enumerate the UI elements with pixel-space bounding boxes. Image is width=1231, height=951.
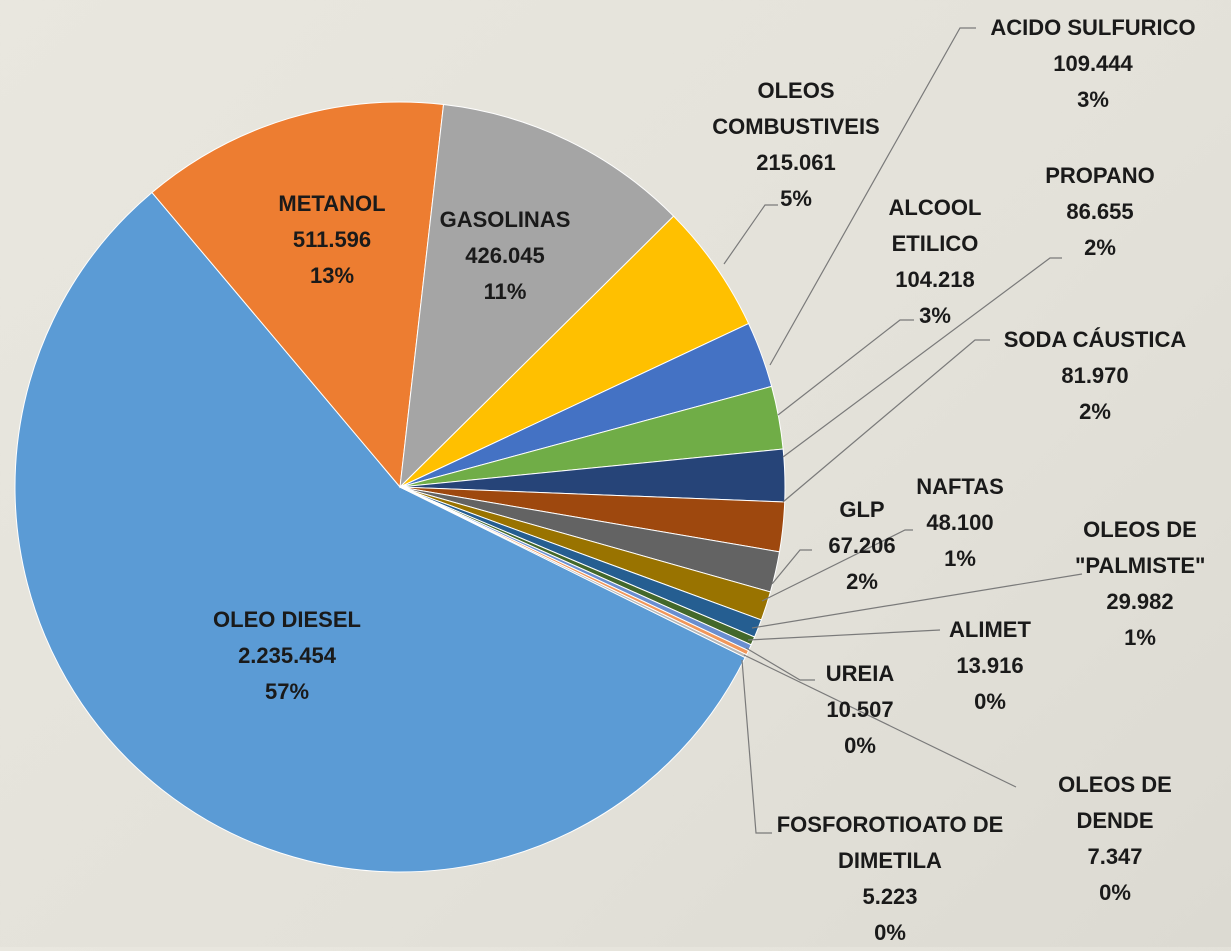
label-percent: 0% [844, 733, 876, 758]
label-name: NAFTAS [916, 474, 1004, 499]
leader-line [743, 654, 1017, 788]
label-name: OLEO DIESEL [213, 607, 361, 632]
data-label: ALIMET 13.916 0% [930, 612, 1050, 720]
label-name: SODA CÁUSTICA [1003, 327, 1187, 352]
label-name: OLEOS DE DENDE [1058, 772, 1172, 833]
label-value: 10.507 [826, 697, 894, 722]
data-label: ACIDO SULFURICO 109.444 3% [943, 10, 1231, 118]
label-percent: 5% [780, 186, 812, 211]
data-label: OLEO DIESEL 2.235.454 57% [157, 602, 417, 710]
label-percent: 0% [874, 920, 906, 945]
data-label: FOSFOROTIOATO DE DIMETILA 5.223 0% [775, 807, 1005, 951]
data-label: GASOLINAS 426.045 11% [405, 202, 605, 310]
label-name: UREIA [825, 661, 895, 686]
leader-line [761, 529, 913, 602]
pie-slice [14, 191, 746, 873]
data-label: NAFTAS 48.100 1% [905, 469, 1015, 577]
leader-line [769, 27, 976, 366]
label-name: OLEOS COMBUSTIVEIS [712, 78, 880, 139]
label-percent: 13% [309, 263, 355, 288]
label-percent: 3% [919, 303, 951, 328]
data-label: OLEOS DE DENDE 7.347 0% [1055, 767, 1175, 911]
pie-slice [151, 101, 445, 489]
label-name: ALCOOL ETILICO [888, 195, 982, 256]
leader-line [782, 339, 990, 503]
label-value: 48.100 [926, 510, 994, 535]
leader-line [747, 629, 941, 641]
label-value: 7.347 [1087, 844, 1143, 869]
label-name: GASOLINAS [439, 207, 571, 232]
pie-slice [399, 215, 750, 488]
label-name: ACIDO SULFURICO [990, 15, 1196, 40]
label-percent: 2% [1079, 399, 1111, 424]
label-name: METANOL [278, 191, 386, 216]
label-value: 81.970 [1061, 363, 1129, 388]
data-label: OLEOS COMBUSTIVEIS 215.061 5% [701, 73, 891, 217]
label-value: 13.916 [956, 653, 1024, 678]
label-value: 426.045 [465, 243, 545, 268]
label-value: 29.982 [1106, 589, 1174, 614]
leader-line [782, 257, 1062, 458]
leader-line [771, 549, 812, 585]
label-value: 511.596 [292, 227, 372, 252]
leader-line [723, 204, 778, 265]
label-value: 2.235.454 [238, 643, 336, 668]
leader-line [777, 319, 914, 416]
label-value: 109.444 [1053, 51, 1133, 76]
data-label: OLEOS DE "PALMISTE" 29.982 1% [1075, 512, 1205, 656]
label-percent: 1% [1124, 625, 1156, 650]
label-value: 86.655 [1066, 199, 1134, 224]
label-percent: 3% [1077, 87, 1109, 112]
label-percent: 2% [1084, 235, 1116, 260]
label-value: 67.206 [828, 533, 896, 558]
label-percent: 1% [944, 546, 976, 571]
data-label: GLP 67.206 2% [822, 492, 902, 600]
leader-line [741, 659, 772, 834]
data-label: ALCOOL ETILICO 104.218 3% [880, 190, 990, 334]
label-percent: 0% [974, 689, 1006, 714]
label-value: 215.061 [756, 150, 836, 175]
label-percent: 57% [264, 679, 310, 704]
label-name: OLEOS DE "PALMISTE" [1075, 517, 1206, 578]
label-name: PROPANO [1045, 163, 1155, 188]
label-percent: 0% [1099, 880, 1131, 905]
label-name: FOSFOROTIOATO DE DIMETILA [776, 812, 1004, 873]
label-value: 104.218 [895, 267, 975, 292]
pie-slice [399, 103, 675, 489]
label-name: GLP [839, 497, 885, 522]
label-percent: 2% [846, 569, 878, 594]
leader-line [751, 573, 1083, 629]
data-label: PROPANO 86.655 2% [1020, 158, 1180, 266]
label-value: 5.223 [862, 884, 918, 909]
leader-line [745, 647, 815, 681]
label-name: ALIMET [949, 617, 1031, 642]
data-label: SODA CÁUSTICA 81.970 2% [975, 322, 1215, 430]
data-label: METANOL 511.596 13% [232, 186, 432, 294]
data-label: UREIA 10.507 0% [805, 656, 915, 764]
label-percent: 11% [483, 279, 527, 304]
